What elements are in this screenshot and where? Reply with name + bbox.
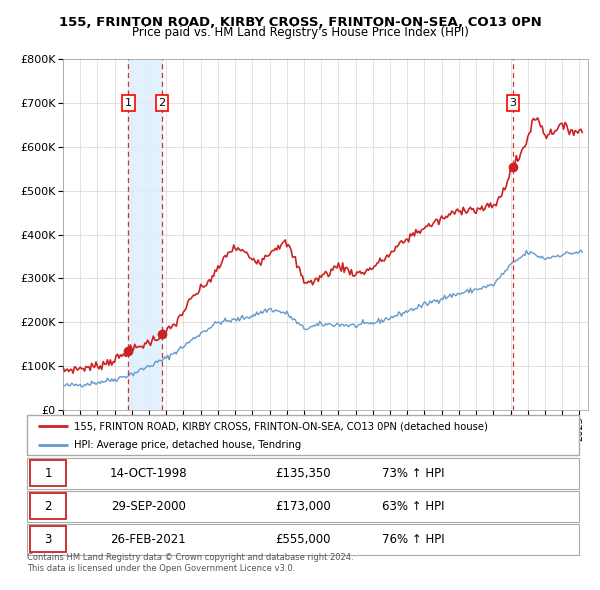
Text: 1: 1	[125, 98, 132, 108]
Text: 1: 1	[44, 467, 52, 480]
Text: 76% ↑ HPI: 76% ↑ HPI	[382, 533, 445, 546]
Text: 2: 2	[44, 500, 52, 513]
Text: £135,350: £135,350	[275, 467, 331, 480]
Text: Contains HM Land Registry data © Crown copyright and database right 2024.: Contains HM Land Registry data © Crown c…	[27, 553, 353, 562]
Text: 155, FRINTON ROAD, KIRBY CROSS, FRINTON-ON-SEA, CO13 0PN: 155, FRINTON ROAD, KIRBY CROSS, FRINTON-…	[59, 16, 541, 29]
Text: £173,000: £173,000	[275, 500, 331, 513]
Bar	[128, 59, 162, 410]
Text: £555,000: £555,000	[275, 533, 331, 546]
Text: 29-SEP-2000: 29-SEP-2000	[111, 500, 186, 513]
Text: 3: 3	[509, 98, 517, 108]
Text: 2: 2	[158, 98, 166, 108]
Bar	[31, 493, 66, 519]
Bar	[31, 460, 66, 486]
Text: 63% ↑ HPI: 63% ↑ HPI	[382, 500, 445, 513]
Bar	[31, 526, 66, 552]
Text: HPI: Average price, detached house, Tendring: HPI: Average price, detached house, Tend…	[74, 440, 301, 450]
Text: Price paid vs. HM Land Registry's House Price Index (HPI): Price paid vs. HM Land Registry's House …	[131, 26, 469, 39]
Text: 73% ↑ HPI: 73% ↑ HPI	[382, 467, 445, 480]
Text: 26-FEB-2021: 26-FEB-2021	[110, 533, 187, 546]
Text: This data is licensed under the Open Government Licence v3.0.: This data is licensed under the Open Gov…	[27, 565, 295, 573]
Text: 14-OCT-1998: 14-OCT-1998	[110, 467, 187, 480]
Text: 3: 3	[44, 533, 52, 546]
Text: 155, FRINTON ROAD, KIRBY CROSS, FRINTON-ON-SEA, CO13 0PN (detached house): 155, FRINTON ROAD, KIRBY CROSS, FRINTON-…	[74, 421, 488, 431]
